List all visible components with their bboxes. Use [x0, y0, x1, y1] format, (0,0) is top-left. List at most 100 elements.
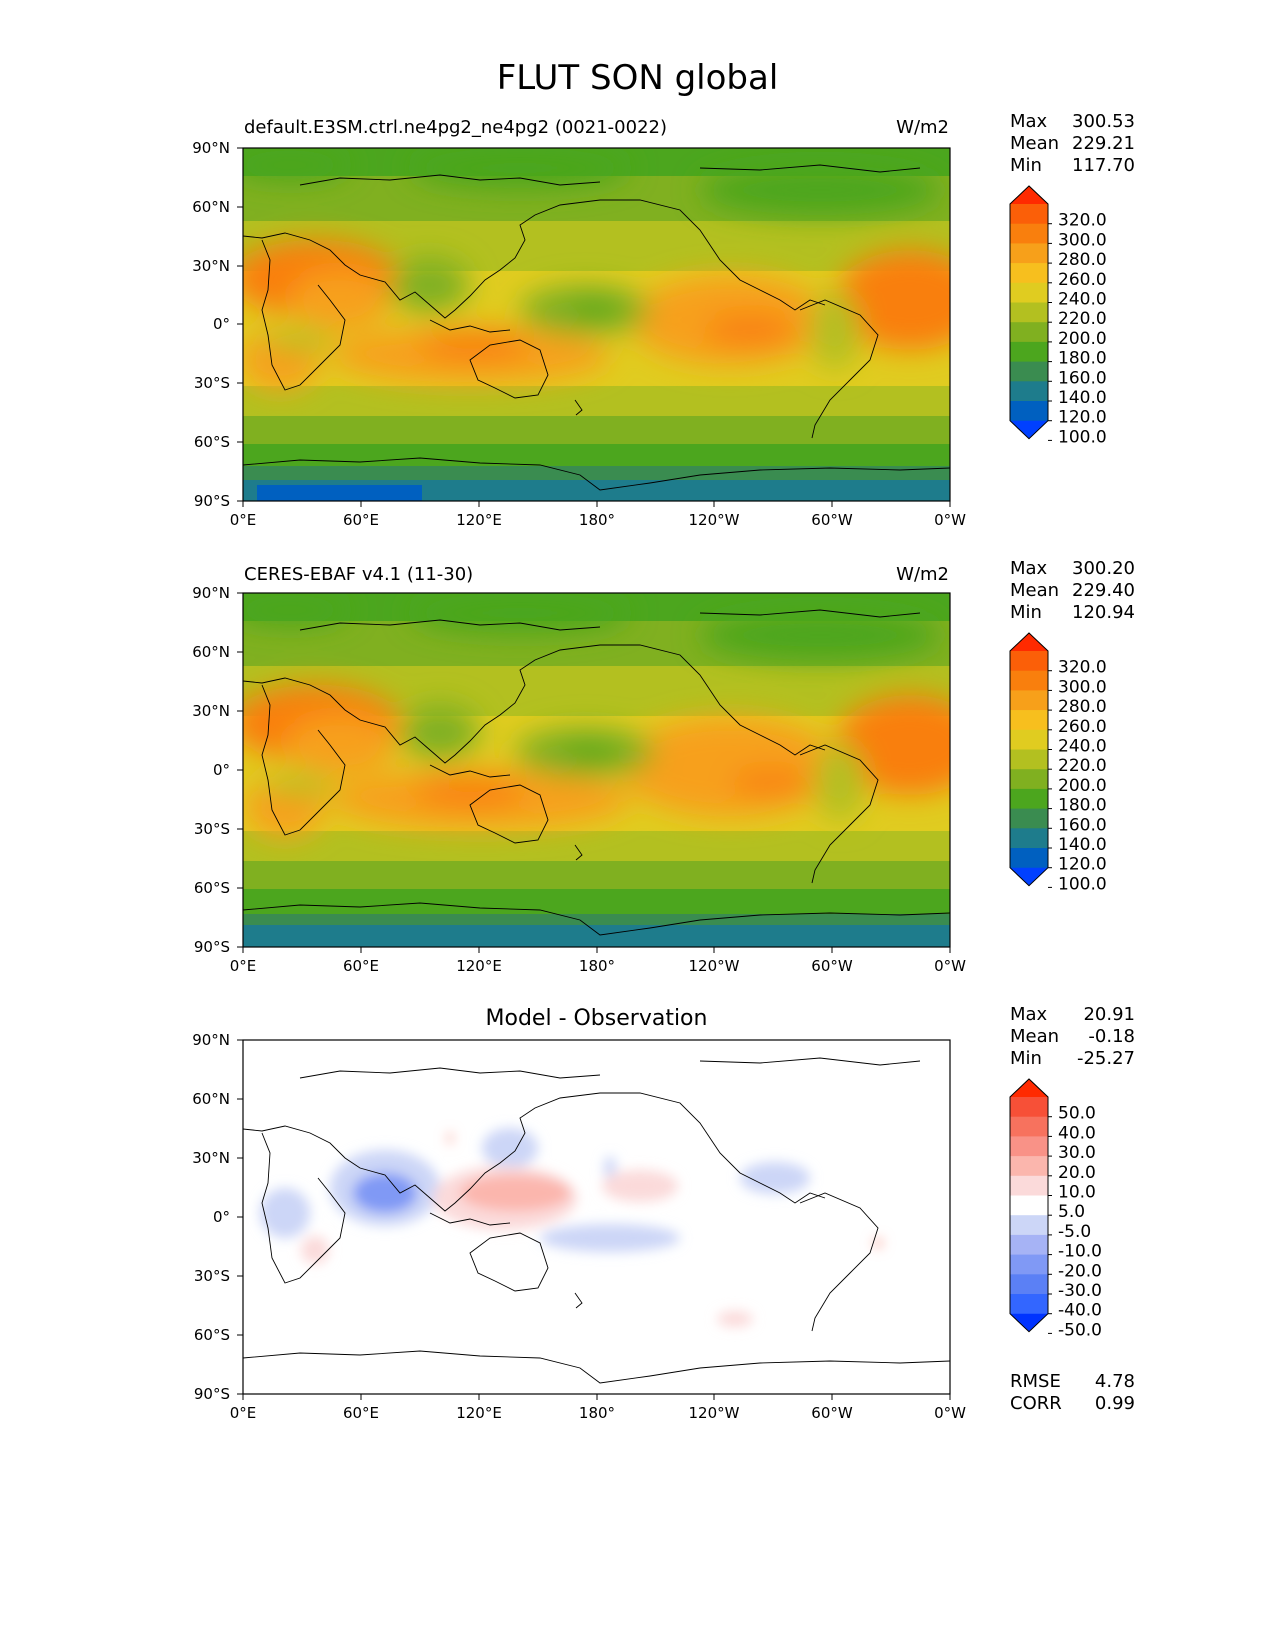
- colorbar-tick-label: 120.0: [1058, 855, 1107, 875]
- panel-1-stats: Max 300.53 Mean 229.21 Min 117.70: [1010, 111, 1135, 177]
- stat-mean-value: -0.18: [1088, 1026, 1135, 1047]
- colorbar-tick-label: -30.0: [1058, 1281, 1102, 1301]
- panel-1-ytick: 60°N: [192, 198, 230, 216]
- panel-1-ytick: 30°N: [192, 257, 230, 275]
- panel-3-xtick: 180°: [579, 1404, 615, 1422]
- panel-1-xtick: 180°: [579, 511, 615, 529]
- colorbar-tick-label: 40.0: [1058, 1123, 1096, 1143]
- stat-rmse-label: RMSE: [1010, 1371, 1061, 1392]
- stat-min-label: Min: [1010, 155, 1042, 176]
- colorbar-segment: [1010, 710, 1048, 731]
- panel-2-xtick: 60°W: [811, 957, 853, 975]
- panel-2-ytick: 60°S: [194, 879, 230, 897]
- panel-3-stats: Max 20.91 Mean -0.18 Min -25.27: [1010, 1004, 1135, 1070]
- colorbar-tick-label: -50.0: [1058, 1320, 1102, 1340]
- colorbar-extend-top: [1010, 1079, 1048, 1097]
- panel-2-map: 90°N 60°N 30°N 0° 30°S 60°S 90°S 0°E 60°…: [192, 584, 1107, 975]
- colorbar-segment: [1010, 341, 1048, 363]
- colorbar-extend-top: [1010, 186, 1048, 204]
- panel-2-xtick: 180°: [579, 957, 615, 975]
- panel-3-extra-stats: RMSE 4.78 CORR 0.99: [1010, 1371, 1135, 1415]
- colorbar-segment: [1010, 1294, 1048, 1315]
- colorbar-tick-label: 220.0: [1058, 756, 1107, 776]
- colorbar-tick-label: 300.0: [1058, 230, 1107, 250]
- colorbar-segment: [1010, 651, 1048, 672]
- panel-2-xtick: 120°E: [456, 957, 502, 975]
- colorbar-tick-label: 320.0: [1058, 211, 1107, 231]
- panel-1-units: W/m2: [896, 117, 949, 138]
- colorbar-tick-label: -20.0: [1058, 1261, 1102, 1281]
- stat-mean-label: Mean: [1010, 1026, 1060, 1047]
- colorbar-tick-label: 100.0: [1058, 427, 1107, 447]
- colorbar-segment: [1010, 243, 1048, 264]
- panel-3-xtick: 0°E: [230, 1404, 257, 1422]
- panel-2-xtick: 0°W: [934, 957, 966, 975]
- panel-3-ytick: 60°S: [194, 1326, 230, 1344]
- colorbar-segment: [1010, 1116, 1048, 1137]
- colorbar-tick-label: 200.0: [1058, 329, 1107, 349]
- colorbar-segment: [1010, 670, 1048, 691]
- colorbar-tick-label: 240.0: [1058, 737, 1107, 757]
- panel-2-stats: Max 300.20 Mean 229.40 Min 120.94: [1010, 558, 1135, 624]
- colorbar-tick-label: 160.0: [1058, 815, 1107, 835]
- panel-3-colorbar: 50.040.030.020.010.05.0-5.0-10.0-20.0-30…: [1009, 1078, 1102, 1340]
- stat-max-label: Max: [1010, 1004, 1048, 1025]
- panel-3-ytick: 60°N: [192, 1090, 230, 1108]
- colorbar-tick-label: -5.0: [1058, 1222, 1091, 1242]
- colorbar-tick-label: 140.0: [1058, 388, 1107, 408]
- panel-2-ytick: 90°N: [192, 584, 230, 602]
- colorbar-segment: [1010, 749, 1048, 770]
- panel-2-xtick: 0°E: [230, 957, 257, 975]
- colorbar-segment: [1010, 769, 1048, 790]
- stat-min-label: Min: [1010, 1048, 1042, 1069]
- colorbar-segment: [1010, 1254, 1048, 1275]
- colorbar-tick-label: -40.0: [1058, 1301, 1102, 1321]
- colorbar-tick-label: 300.0: [1058, 677, 1107, 697]
- panel-1-xtick: 0°W: [934, 511, 966, 529]
- colorbar-tick-label: 100.0: [1058, 874, 1107, 894]
- stat-max-label: Max: [1010, 111, 1048, 132]
- colorbar-segment: [1010, 1156, 1048, 1177]
- colorbar-tick-label: 260.0: [1058, 270, 1107, 290]
- panel-2-units: W/m2: [896, 564, 949, 585]
- colorbar-segment: [1010, 808, 1048, 829]
- panel-2-colorbar: 320.0300.0280.0260.0240.0220.0200.0180.0…: [1009, 632, 1107, 894]
- colorbar-segment: [1010, 322, 1048, 343]
- colorbar-segment: [1010, 1195, 1048, 1216]
- panel-2-xtick: 60°E: [343, 957, 379, 975]
- colorbar-segment: [1010, 1097, 1048, 1118]
- stat-max-value: 20.91: [1083, 1004, 1135, 1025]
- colorbar-tick-label: 10.0: [1058, 1183, 1096, 1203]
- stat-max-label: Max: [1010, 558, 1048, 579]
- stat-max-value: 300.53: [1072, 111, 1135, 132]
- colorbar-tick-label: -10.0: [1058, 1242, 1102, 1262]
- stat-mean-label: Mean: [1010, 580, 1060, 601]
- colorbar-extend-bottom: [1010, 1313, 1048, 1332]
- colorbar-segment: [1010, 848, 1048, 869]
- panel-3-ytick: 30°S: [194, 1267, 230, 1285]
- panel-1-ytick: 90°N: [192, 139, 230, 157]
- panel-3-title: Model - Observation: [485, 1006, 708, 1031]
- panel-1-ytick: 30°S: [194, 374, 230, 392]
- colorbar-segment: [1010, 302, 1048, 323]
- panel-3-map: 90°N 60°N 30°N 0° 30°S 60°S 90°S 0°E 60°…: [192, 1031, 1102, 1422]
- panel-1-map: 90°N 60°N 30°N 0° 30°S 60°S 90°S 0°E 60°…: [192, 139, 1107, 529]
- panel-3-coastlines: [243, 1057, 950, 1384]
- colorbar-segment: [1010, 361, 1048, 382]
- panel-1-ytick: 90°S: [194, 492, 230, 510]
- panel-3-xtick: 60°E: [343, 1404, 379, 1422]
- colorbar-tick-label: 260.0: [1058, 717, 1107, 737]
- panel-3-xtick: 120°W: [689, 1404, 740, 1422]
- colorbar-tick-label: 160.0: [1058, 368, 1107, 388]
- stat-min-value: 120.94: [1072, 602, 1135, 623]
- stat-rmse-value: 4.78: [1094, 1371, 1135, 1392]
- colorbar-tick-label: 30.0: [1058, 1143, 1096, 1163]
- colorbar-segment: [1010, 1215, 1048, 1236]
- panel-1-xtick: 120°W: [689, 511, 740, 529]
- colorbar-tick-label: 240.0: [1058, 290, 1107, 310]
- colorbar-segment: [1010, 1234, 1048, 1256]
- panel-3-xtick: 120°E: [456, 1404, 502, 1422]
- colorbar-tick-label: 180.0: [1058, 349, 1107, 369]
- colorbar-segment: [1010, 282, 1048, 303]
- panel-1-xtick: 60°E: [343, 511, 379, 529]
